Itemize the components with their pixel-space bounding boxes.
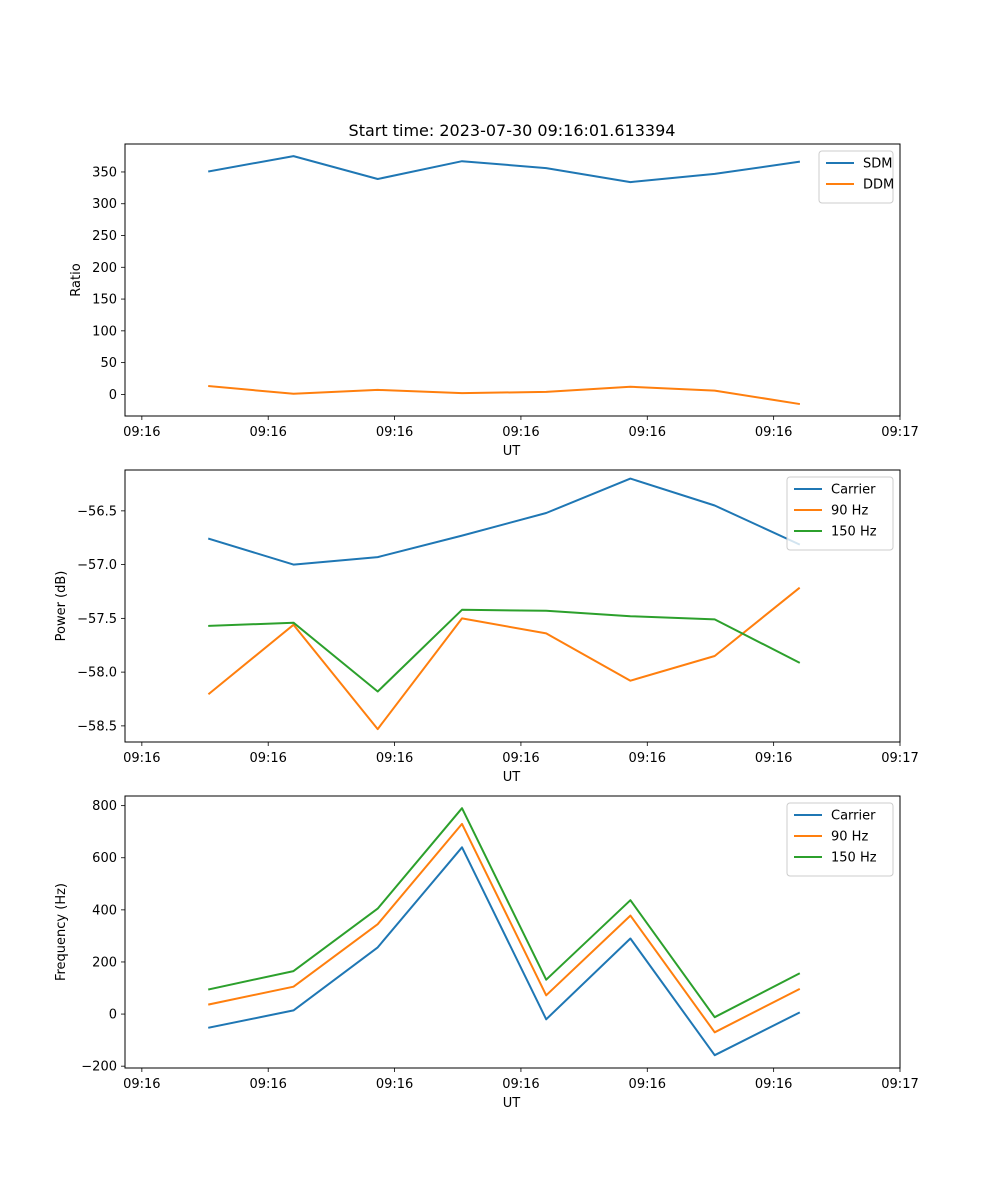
x-tick-label: 09:16 — [249, 425, 286, 440]
x-tick-label: 09:16 — [249, 751, 286, 766]
y-tick-label: 250 — [92, 229, 117, 244]
y-axis-label: Power (dB) — [54, 571, 69, 642]
y-tick-label: −200 — [81, 1060, 117, 1075]
series-line-150-hz — [208, 807, 801, 1019]
x-tick-label: 09:16 — [502, 425, 539, 440]
y-tick-label: 0 — [109, 1008, 117, 1023]
x-tick-label: 09:16 — [502, 751, 539, 766]
y-tick-label: −57.5 — [77, 612, 117, 627]
x-tick-label: 09:16 — [123, 425, 160, 440]
x-tick-label: 09:16 — [629, 751, 666, 766]
y-tick-label: −56.5 — [77, 504, 117, 519]
legend-label: Carrier — [831, 809, 876, 824]
legend-label: SDM — [863, 157, 892, 172]
y-axis-label: Ratio — [69, 263, 84, 296]
x-tick-label: 09:16 — [755, 1077, 792, 1092]
x-tick-label: 09:17 — [881, 425, 918, 440]
figure-title: Start time: 2023-07-30 09:16:01.613394 — [349, 121, 676, 140]
x-tick-label: 09:17 — [881, 751, 918, 766]
legend-label: 150 Hz — [831, 525, 877, 540]
y-tick-label: −57.0 — [77, 558, 117, 573]
panel-3: 09:16 09:16 09:16 09:16 09:16 09:16 09:17 −200 0… — [54, 795, 919, 1111]
y-tick-label: −58.0 — [77, 666, 117, 681]
y-tick-label: 50 — [100, 356, 117, 371]
x-tick-label: 09:16 — [629, 425, 666, 440]
y-tick-label: 200 — [92, 955, 117, 970]
legend-label: 90 Hz — [831, 830, 868, 845]
panels: 09:16 09:16 09:16 09:16 09:16 09:16 09:17 0 50 10… — [54, 143, 919, 1111]
y-tick-label: 0 — [109, 388, 117, 403]
series-line-150-hz — [208, 608, 801, 693]
legend-label: DDM — [863, 178, 894, 193]
x-axis-label: UT — [503, 770, 521, 785]
series-line-ddm — [208, 385, 801, 406]
legend-label: 90 Hz — [831, 504, 868, 519]
legend: Carrier 90 Hz 150 Hz — [786, 802, 894, 877]
y-tick-label: 100 — [92, 324, 117, 339]
x-tick-label: 09:16 — [249, 1077, 286, 1092]
x-tick-label: 09:16 — [123, 751, 160, 766]
plot-area — [124, 143, 901, 417]
series-line-90-hz — [207, 586, 801, 731]
x-tick-label: 09:16 — [755, 751, 792, 766]
series-line-carrier — [208, 846, 801, 1057]
y-tick-label: −58.5 — [77, 719, 117, 734]
x-tick-label: 09:16 — [123, 1077, 160, 1092]
plot-area — [124, 469, 901, 743]
y-tick-label: 300 — [92, 197, 117, 212]
x-tick-label: 09:16 — [629, 1077, 666, 1092]
x-axis-label: UT — [503, 1096, 521, 1111]
x-tick-label: 09:17 — [881, 1077, 918, 1092]
legend: SDM DDM — [818, 150, 894, 204]
x-tick-label: 09:16 — [376, 1077, 413, 1092]
panel-2: 09:16 09:16 09:16 09:16 09:16 09:16 09:17 −58.5… — [54, 469, 919, 785]
x-tick-label: 09:16 — [755, 425, 792, 440]
y-tick-label: 200 — [92, 261, 117, 276]
y-tick-label: 400 — [92, 903, 117, 918]
series-line-sdm — [208, 155, 801, 184]
y-tick-label: 350 — [92, 165, 117, 180]
y-axis-label: Frequency (Hz) — [54, 883, 69, 981]
legend-label: Carrier — [831, 483, 876, 498]
x-axis-label: UT — [503, 444, 521, 459]
plot-area — [124, 795, 901, 1069]
y-tick-label: 150 — [92, 293, 117, 308]
x-tick-label: 09:16 — [502, 1077, 539, 1092]
legend: Carrier 90 Hz 150 Hz — [786, 476, 894, 551]
panel-1: 09:16 09:16 09:16 09:16 09:16 09:16 09:17 0 50 10… — [69, 143, 919, 459]
legend-label: 150 Hz — [831, 851, 877, 866]
y-tick-label: 600 — [92, 851, 117, 866]
series-line-90-hz — [208, 822, 801, 1034]
x-tick-label: 09:16 — [376, 751, 413, 766]
series-line-carrier — [207, 477, 801, 566]
x-tick-label: 09:16 — [376, 425, 413, 440]
y-tick-label: 800 — [92, 799, 117, 814]
